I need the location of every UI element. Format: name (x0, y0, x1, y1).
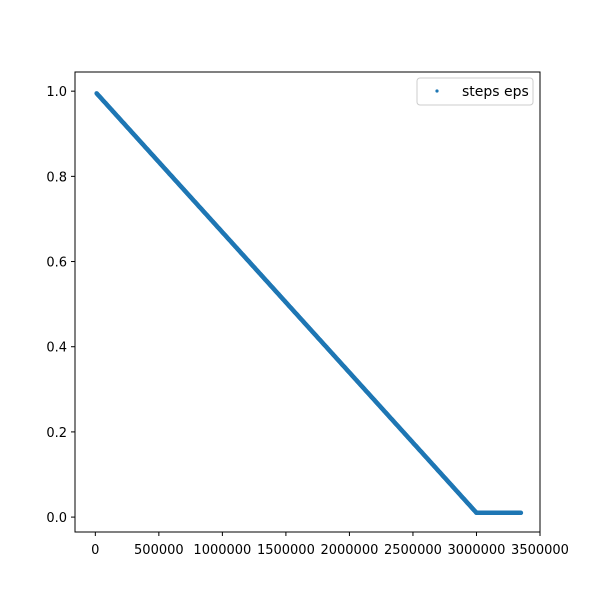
x-tick-label: 0 (91, 543, 99, 558)
legend: steps eps (416, 77, 534, 106)
x-tick-label: 1500000 (257, 543, 315, 558)
y-tick-label: 0.0 (46, 511, 67, 526)
y-tick-label: 1.0 (46, 85, 67, 100)
x-tick-label: 2500000 (384, 543, 442, 558)
legend-box (416, 77, 534, 106)
legend-marker-icon (435, 89, 439, 93)
data-point (518, 510, 524, 516)
y-tick-label: 0.2 (46, 426, 67, 441)
x-tick-label: 3000000 (448, 543, 506, 558)
x-tick-label: 2000000 (320, 543, 378, 558)
data-points (94, 91, 524, 516)
y-tick-label: 0.6 (46, 256, 67, 271)
plot-frame (74, 71, 541, 533)
x-tick-label: 500000 (134, 543, 184, 558)
x-tick-label: 3500000 (511, 543, 569, 558)
y-tick-label: 0.4 (46, 341, 67, 356)
x-tick-label: 1000000 (193, 543, 251, 558)
legend-label: steps eps (462, 84, 529, 100)
x-axis: 0 500000 1000000 1500000 2000000 2500000 30000… (91, 532, 569, 558)
y-axis: 0.0 0.2 0.4 0.6 0.8 1.0 (46, 85, 75, 526)
y-tick-label: 0.8 (46, 170, 67, 185)
